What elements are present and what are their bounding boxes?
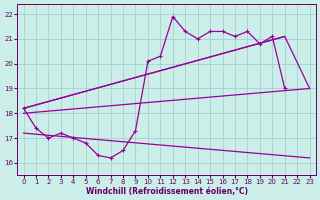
X-axis label: Windchill (Refroidissement éolien,°C): Windchill (Refroidissement éolien,°C): [85, 187, 248, 196]
